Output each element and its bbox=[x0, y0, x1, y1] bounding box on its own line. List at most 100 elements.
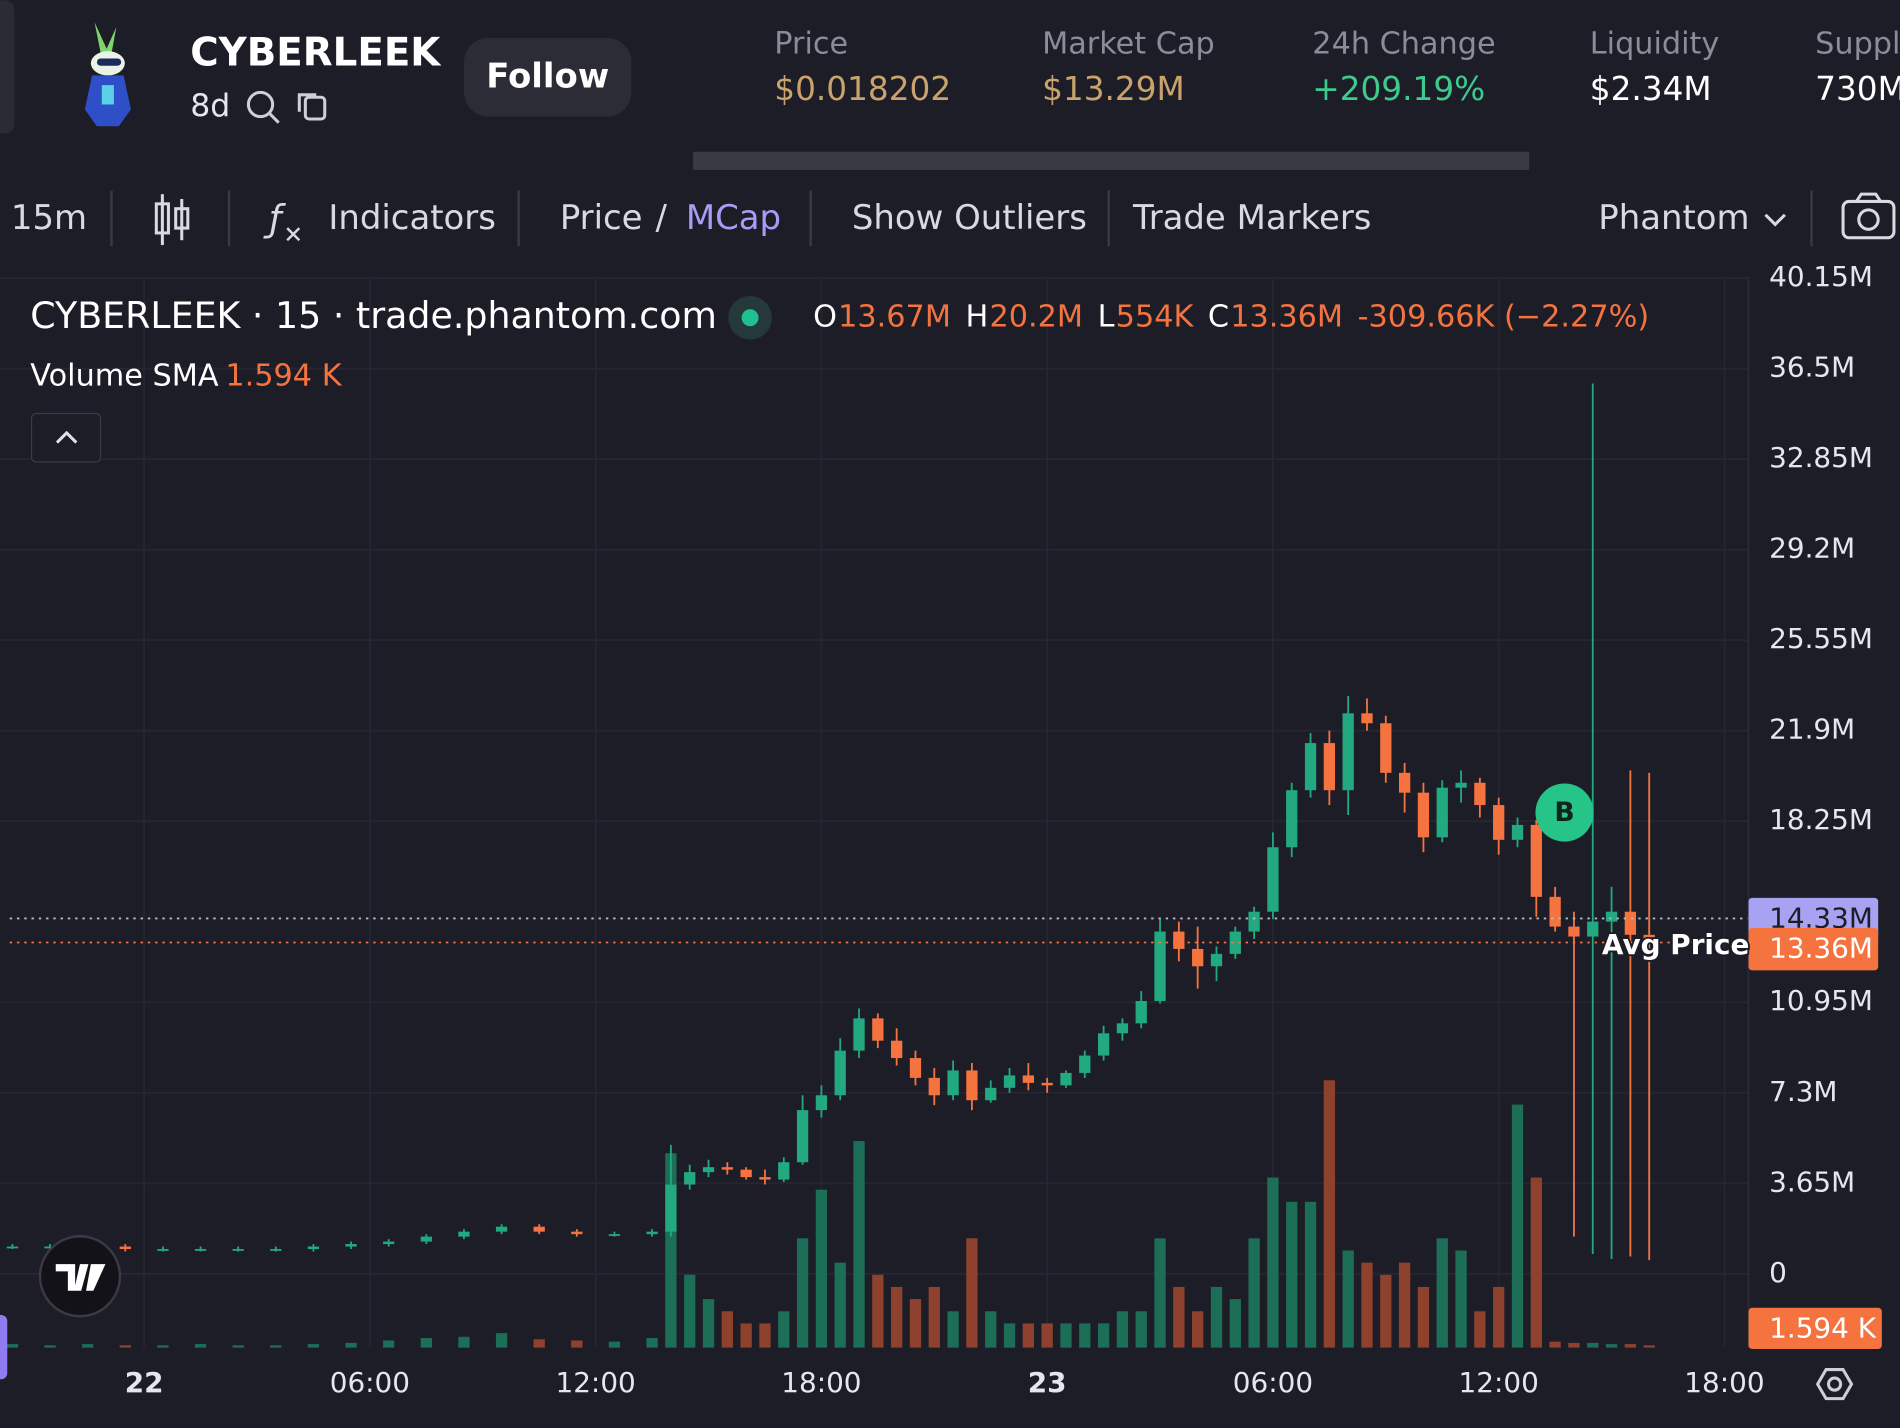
volume-bar bbox=[985, 1311, 997, 1348]
candle-body bbox=[796, 1110, 809, 1163]
y-tick-label: 18.25M bbox=[1769, 803, 1873, 836]
candle-body bbox=[270, 1249, 282, 1251]
candle-body bbox=[909, 1058, 922, 1078]
volume-bar bbox=[1116, 1311, 1129, 1348]
volume-bar bbox=[1493, 1286, 1505, 1348]
candle-body bbox=[1041, 1082, 1053, 1086]
token-name: CYBERLEEK bbox=[190, 30, 442, 75]
volume-bar bbox=[1041, 1323, 1053, 1348]
follow-button[interactable] bbox=[464, 37, 632, 117]
volume-bar bbox=[1417, 1286, 1430, 1348]
stat-value: $2.34M bbox=[1590, 70, 1712, 108]
legend-change: -309.66K (−2.27%) bbox=[1358, 299, 1650, 334]
y-tick-label: 3.65M bbox=[1769, 1165, 1855, 1198]
plot bbox=[0, 276, 1749, 1348]
candle-body bbox=[1229, 931, 1241, 954]
toolbar-dividers bbox=[110, 190, 1813, 247]
volume-bar bbox=[420, 1338, 432, 1348]
volume-bar bbox=[119, 1345, 131, 1348]
x-tick-label: 06:00 bbox=[330, 1366, 410, 1399]
back-tab[interactable] bbox=[0, 0, 15, 134]
stat-label: Liquidity bbox=[1590, 27, 1720, 62]
separator: / bbox=[656, 198, 668, 237]
stats: Price $0.018202 Market Cap $13.29M 24h Chang… bbox=[774, 27, 1900, 109]
candle-body bbox=[1323, 743, 1336, 791]
candle-body bbox=[1154, 931, 1166, 1002]
price-toggle[interactable]: Price bbox=[560, 198, 643, 237]
volume-bar bbox=[1022, 1323, 1034, 1348]
candle-body bbox=[665, 1184, 677, 1232]
candle-body bbox=[6, 1246, 19, 1249]
candle-body bbox=[44, 1246, 56, 1249]
follow-label[interactable]: Follow bbox=[486, 56, 609, 95]
legend-key: H bbox=[965, 299, 988, 334]
candle-icon[interactable] bbox=[154, 194, 190, 246]
legend-value: 13.67M bbox=[838, 299, 951, 334]
volume-bar bbox=[1398, 1262, 1411, 1348]
indicators[interactable]: Indicators bbox=[328, 198, 496, 237]
x-tick-label: 18:00 bbox=[781, 1366, 861, 1399]
side-tab[interactable] bbox=[0, 1315, 8, 1380]
scrollbar[interactable] bbox=[693, 151, 1530, 170]
volume-bar bbox=[1135, 1311, 1147, 1348]
volume-bar bbox=[1286, 1201, 1298, 1348]
stat-label: Supply bbox=[1815, 27, 1900, 62]
volume-bar bbox=[891, 1286, 903, 1348]
camera-icon[interactable] bbox=[1841, 192, 1896, 240]
candle-body bbox=[1173, 931, 1185, 949]
candle-body bbox=[608, 1234, 621, 1236]
volume-bar bbox=[1361, 1262, 1373, 1348]
candle-body bbox=[1417, 792, 1430, 838]
chart-title: CYBERLEEK · 15 · trade.phantom.com bbox=[30, 294, 717, 337]
candle-body bbox=[1549, 896, 1561, 927]
stat-label: 24h Change bbox=[1312, 27, 1495, 62]
stat-value: $13.29M bbox=[1042, 70, 1185, 108]
volume-bar bbox=[1079, 1323, 1091, 1348]
volume-bar bbox=[307, 1344, 320, 1348]
fx-icon[interactable]: ƒ bbox=[263, 197, 286, 240]
volume-bar bbox=[82, 1344, 94, 1348]
candle-body bbox=[1097, 1033, 1110, 1056]
wallet-select[interactable]: Phantom bbox=[1598, 198, 1749, 237]
candle-body bbox=[740, 1169, 752, 1178]
candle-body bbox=[533, 1226, 545, 1232]
volume-bar bbox=[1643, 1345, 1655, 1348]
stat-label: Price bbox=[774, 27, 848, 62]
legend-key: C bbox=[1208, 299, 1229, 334]
volume-bar bbox=[909, 1299, 922, 1348]
volume-bar bbox=[1192, 1311, 1204, 1348]
volume-bar bbox=[759, 1323, 771, 1348]
chevron[interactable] bbox=[1764, 213, 1786, 227]
x-tick-label: 06:00 bbox=[1233, 1366, 1313, 1399]
candle-body bbox=[1022, 1075, 1034, 1083]
y-tick-label: 40.15M bbox=[1769, 260, 1873, 293]
candle-body bbox=[1568, 926, 1580, 937]
candle-body bbox=[834, 1050, 846, 1096]
volume-bar bbox=[1097, 1323, 1110, 1348]
candle-body bbox=[194, 1249, 207, 1251]
y-tick-label: 25.55M bbox=[1769, 622, 1873, 655]
legend-key: O bbox=[813, 299, 837, 334]
interval[interactable]: 15m bbox=[11, 198, 87, 237]
candle-body bbox=[646, 1231, 658, 1235]
candle-body bbox=[891, 1040, 903, 1059]
candle-body bbox=[721, 1167, 733, 1170]
ohlc-legend: O 13.67M H 20.2M L 554K C 13.36M -309.66K (−2.27… bbox=[813, 299, 1649, 334]
copy-icon[interactable] bbox=[297, 93, 327, 121]
show-outliers[interactable]: Show Outliers bbox=[852, 198, 1087, 237]
trade-markers[interactable]: Trade Markers bbox=[1132, 198, 1371, 237]
volume-bar bbox=[1511, 1104, 1524, 1348]
candle-body bbox=[1079, 1055, 1091, 1073]
collapse-button[interactable] bbox=[30, 412, 102, 463]
fx-icon-x bbox=[286, 227, 301, 242]
stat-value: $0.018202 bbox=[774, 70, 951, 108]
volume-bar bbox=[1342, 1250, 1354, 1348]
legend-value: 13.36M bbox=[1230, 299, 1343, 334]
volume-bar bbox=[702, 1299, 715, 1348]
search-icon[interactable] bbox=[246, 90, 280, 124]
candle-body bbox=[157, 1249, 169, 1251]
settings-icon[interactable] bbox=[1815, 1368, 1854, 1401]
volume-bar bbox=[1154, 1238, 1166, 1348]
volume-bar bbox=[1003, 1323, 1016, 1348]
mcap-toggle[interactable]: MCap bbox=[686, 198, 781, 237]
